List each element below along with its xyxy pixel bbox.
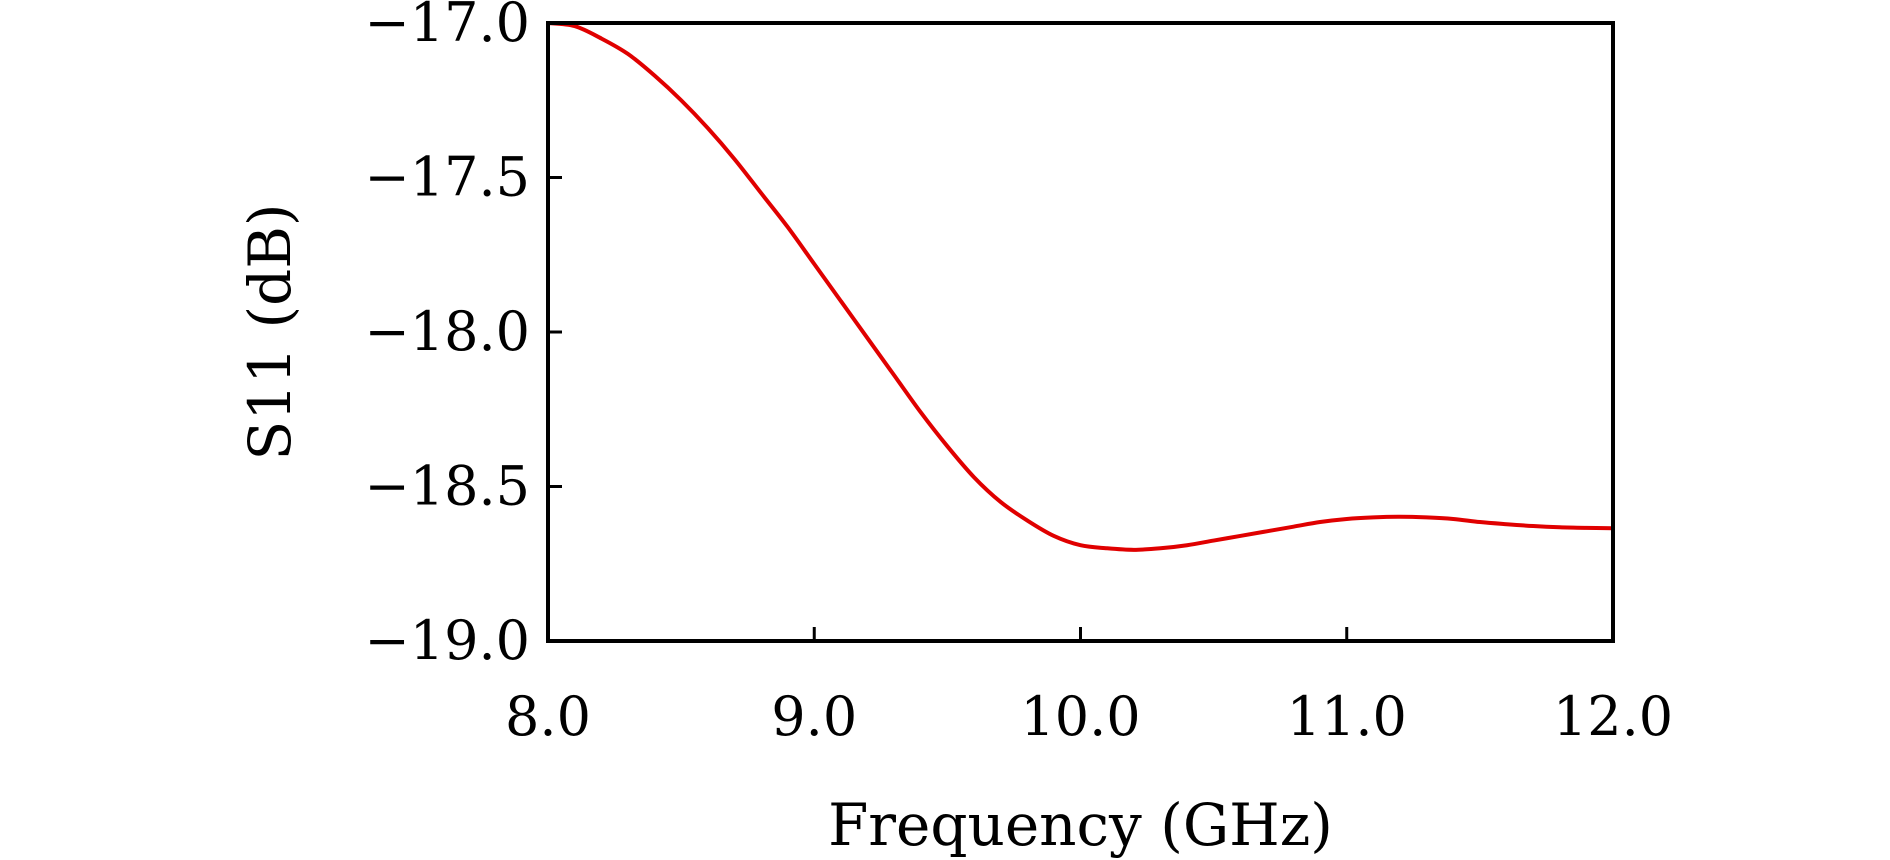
y-axis: −19.0 −18.5 −18.0 −17.5 −17.0 [365,0,562,672]
x-tick-label: 9.0 [771,685,857,748]
plot-frame [546,21,1615,643]
series-line [546,21,1615,552]
y-tick-label: −19.0 [365,609,530,672]
y-tick-label: −17.0 [365,0,530,54]
y-tick-label: −18.0 [365,300,530,363]
plot-area [546,21,1615,552]
y-axis-title: S11 (dB) [236,204,304,461]
x-tick-label: 10.0 [1020,685,1140,748]
y-tick-label: −18.5 [365,455,530,518]
x-axis-title: Frequency (GHz) [828,791,1333,859]
x-tick-label: 12.0 [1553,685,1673,748]
x-tick-label: 8.0 [505,685,591,748]
x-tick-label: 11.0 [1287,685,1407,748]
x-axis: 8.0 9.0 10.0 11.0 12.0 [505,627,1673,748]
y-tick-label: −17.5 [365,146,530,209]
